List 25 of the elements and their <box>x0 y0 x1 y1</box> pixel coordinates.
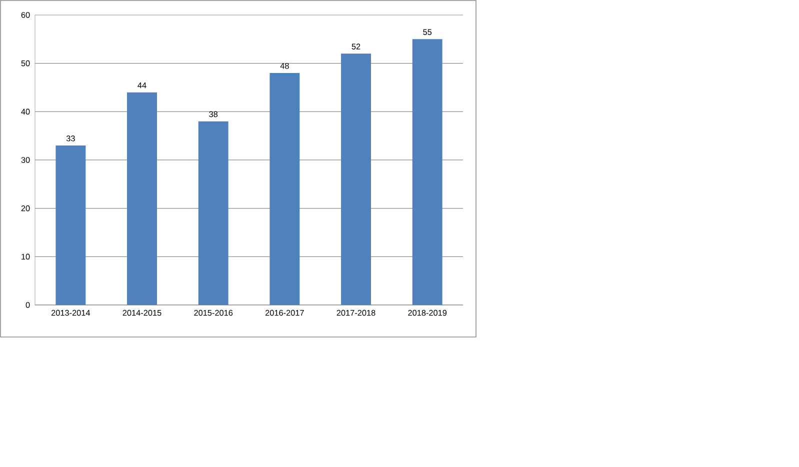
y-tick-label: 50 <box>21 60 30 66</box>
bar <box>198 121 228 305</box>
y-tick-label: 30 <box>21 157 30 163</box>
x-tick-label: 2013-2014 <box>51 310 90 316</box>
y-tick-label: 20 <box>21 205 30 212</box>
y-tick-label: 0 <box>26 302 30 308</box>
data-label: 33 <box>66 135 75 142</box>
bar <box>341 54 371 305</box>
data-label: 38 <box>209 111 218 118</box>
bar <box>270 72 300 305</box>
bar <box>412 39 442 305</box>
x-tick-label: 2016-2017 <box>265 310 304 316</box>
x-tick-label: 2018-2019 <box>408 310 447 316</box>
y-tick-label: 60 <box>21 12 30 18</box>
data-label: 44 <box>138 82 146 88</box>
x-tick-label: 2017-2018 <box>336 310 376 316</box>
data-label: 55 <box>423 29 432 35</box>
bar <box>56 145 86 305</box>
x-tick-label: 2015-2016 <box>194 310 233 316</box>
data-label: 48 <box>280 62 289 69</box>
data-label: 52 <box>352 44 360 50</box>
x-tick-label: 2014-2015 <box>122 310 162 316</box>
y-tick-label: 10 <box>22 254 30 260</box>
y-tick-label: 40 <box>21 108 30 115</box>
bar <box>127 92 157 305</box>
